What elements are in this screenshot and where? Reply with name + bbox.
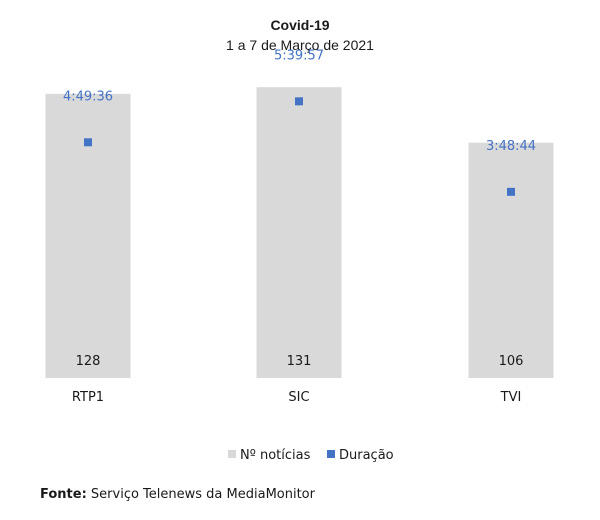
legend-label-noticias: Nº notícias (240, 448, 311, 463)
duration-marker-tvi (507, 187, 515, 196)
source-label: Fonte: (40, 487, 87, 502)
bar-rtp1 (45, 93, 131, 378)
chart-title: Covid-19 (270, 17, 330, 33)
duration-label: 4:49:36 (63, 89, 113, 104)
bar-value-label: 106 (499, 354, 524, 369)
bar-value-label: 128 (76, 354, 101, 369)
source-note: Fonte: Serviço Telenews da MediaMonitor (40, 487, 315, 502)
bar-sic (256, 87, 342, 379)
duration-marker-rtp1 (84, 138, 92, 147)
category-label: SIC (288, 390, 309, 405)
bar-tvi (468, 142, 554, 378)
chart-subtitle: 1 a 7 de Março de 2021 (226, 37, 374, 53)
category-label: RTP1 (72, 390, 104, 405)
legend-swatch-duracao (327, 450, 335, 458)
duration-label: 5:39:57 (274, 48, 324, 63)
source-text: Serviço Telenews da MediaMonitor (90, 487, 315, 502)
bar-value-label: 131 (287, 354, 312, 369)
legend-label-duracao: Duração (339, 448, 394, 463)
duration-marker-sic (295, 97, 303, 106)
duration-label: 3:48:44 (486, 139, 536, 154)
legend-swatch-noticias (228, 450, 236, 458)
category-label: TVI (500, 390, 522, 405)
